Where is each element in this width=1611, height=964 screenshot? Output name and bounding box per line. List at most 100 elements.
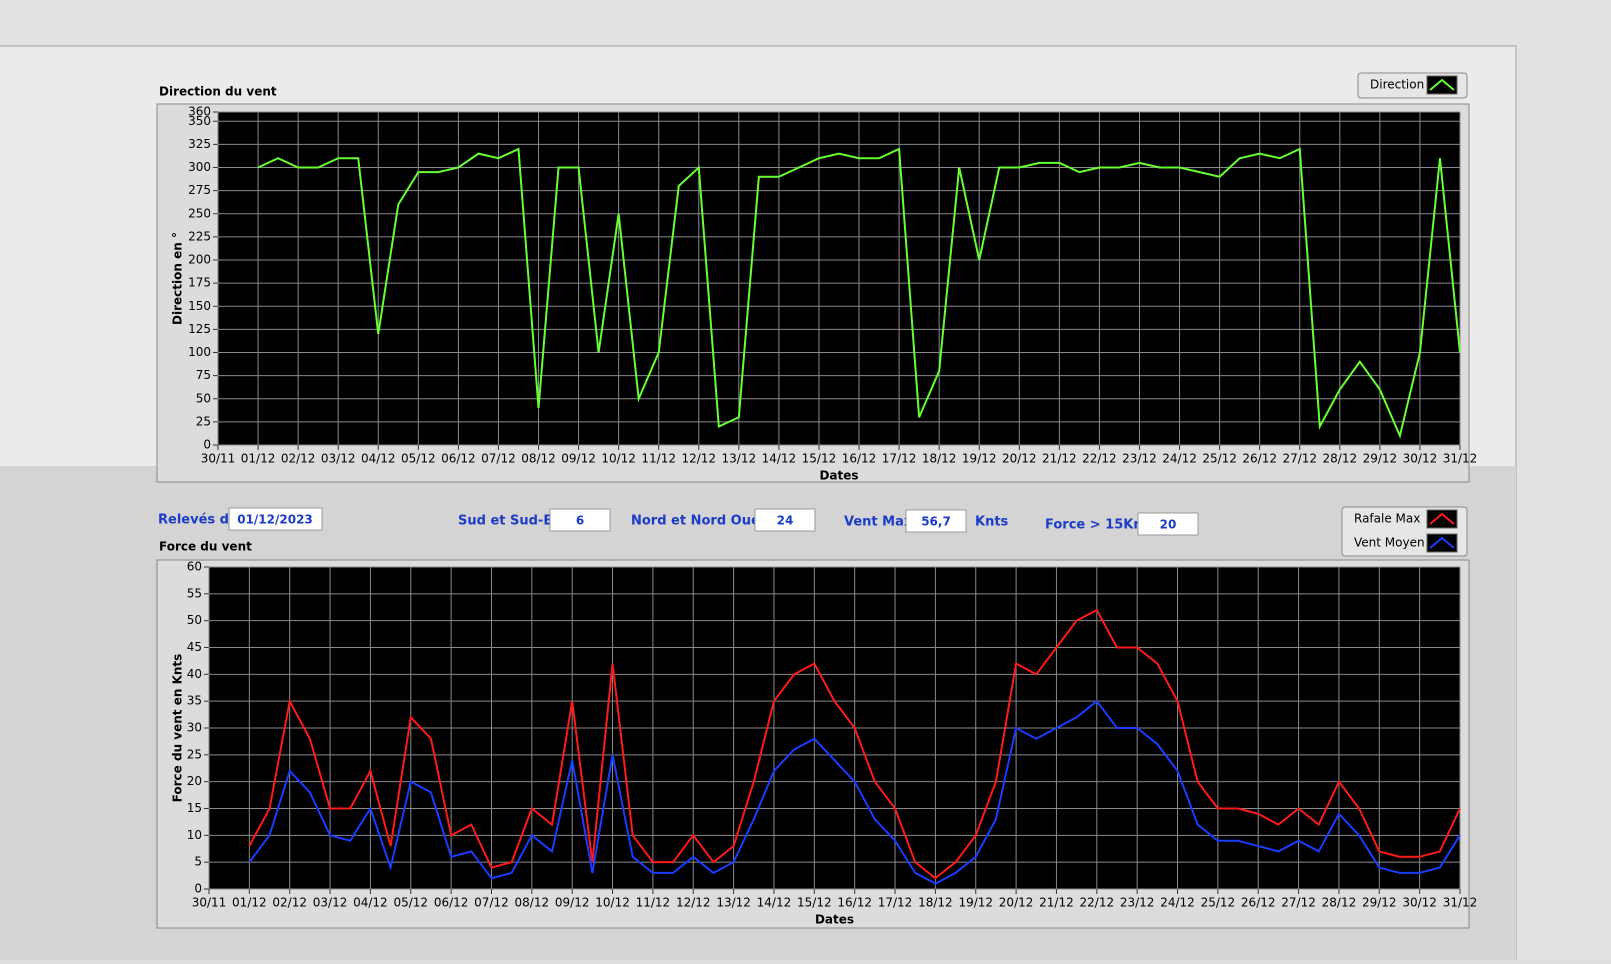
y-tick-label: 225 (188, 229, 211, 243)
y-tick-label: 150 (188, 299, 211, 313)
x-tick-label: 05/12 (401, 452, 436, 466)
field[interactable] (228, 507, 323, 531)
y-tick-label: 250 (188, 206, 211, 220)
x-tick-label: 09/12 (561, 452, 596, 466)
y-tick-label: 300 (188, 160, 211, 174)
y-tick-label: 50 (187, 613, 202, 627)
x-tick-label: 15/12 (802, 452, 837, 466)
label: Knts (975, 515, 1009, 530)
x-tick-label: 06/12 (441, 452, 476, 466)
x-tick-label: 07/12 (481, 452, 516, 466)
x-tick-label: 11/12 (636, 896, 671, 910)
x-tick-label: 14/12 (762, 452, 797, 466)
label: Vent Max (844, 515, 913, 530)
field-value: 24 (777, 514, 794, 528)
x-tick-label: 15/12 (797, 896, 832, 910)
x-tick-label: 22/12 (1080, 896, 1115, 910)
data-line (248, 699, 1461, 885)
x-tick-label: 25/12 (1202, 452, 1237, 466)
y-tick-label: 50 (196, 391, 211, 405)
legend-line (1429, 78, 1455, 91)
x-axis-label: Dates (819, 469, 858, 483)
field[interactable] (905, 509, 967, 533)
x-tick-label: 25/12 (1201, 896, 1236, 910)
x-tick-label: 18/12 (918, 896, 953, 910)
field-value: 56,7 (921, 515, 951, 529)
y-tick-label: 25 (196, 414, 211, 428)
x-tick-label: 28/12 (1323, 452, 1358, 466)
y-tick-label: 40 (187, 667, 202, 681)
x-tick-label: 11/12 (641, 452, 676, 466)
x-tick-label: 19/12 (962, 452, 997, 466)
field[interactable] (1137, 512, 1199, 536)
x-tick-label: 05/12 (393, 896, 428, 910)
legend-label: Vent Moyen (1354, 536, 1425, 550)
y-tick-label: 15 (187, 801, 202, 815)
legend-label: Rafale Max (1354, 512, 1420, 526)
x-tick-label: 23/12 (1122, 452, 1157, 466)
x-tick-label: 27/12 (1281, 896, 1316, 910)
x-tick-label: 30/11 (192, 896, 227, 910)
x-tick-label: 10/12 (595, 896, 630, 910)
plot-area (218, 112, 1460, 445)
x-tick-label: 02/12 (272, 896, 307, 910)
y-tick-label: 175 (188, 276, 211, 290)
y-tick-label: 30 (187, 721, 202, 735)
y-tick-label: 35 (187, 694, 202, 708)
x-tick-label: 24/12 (1160, 896, 1195, 910)
x-tick-label: 04/12 (361, 452, 396, 466)
y-tick-label: 0 (203, 438, 211, 452)
x-tick-label: 07/12 (474, 896, 509, 910)
x-tick-label: 28/12 (1322, 896, 1357, 910)
y-tick-label: 45 (187, 640, 202, 654)
x-tick-label: 12/12 (676, 896, 711, 910)
y-tick-label: 200 (188, 253, 211, 267)
legend-line (1429, 512, 1455, 525)
x-tick-label: 30/12 (1402, 896, 1437, 910)
y-tick-label: 5 (194, 855, 202, 869)
chart-title: Force du vent (159, 540, 252, 554)
x-tick-label: 03/12 (313, 896, 348, 910)
x-axis-label: Dates (815, 913, 854, 927)
legend-swatch (1426, 509, 1458, 529)
legend-swatch (1426, 533, 1458, 553)
x-tick-label: 27/12 (1282, 452, 1317, 466)
x-tick-label: 12/12 (681, 452, 716, 466)
y-tick-label: 360 (188, 105, 211, 119)
label: Relevés du (158, 513, 238, 528)
x-tick-label: 29/12 (1363, 452, 1398, 466)
x-tick-label: 01/12 (232, 896, 267, 910)
field-value: 6 (576, 514, 584, 528)
legend-label: Direction (1370, 78, 1424, 92)
data-line (248, 608, 1461, 880)
y-tick-label: 100 (188, 345, 211, 359)
x-tick-label: 04/12 (353, 896, 388, 910)
x-tick-label: 30/11 (201, 452, 236, 466)
x-tick-label: 02/12 (281, 452, 316, 466)
y-axis-label: Direction en ° (171, 232, 185, 325)
y-tick-label: 325 (188, 137, 211, 151)
y-tick-label: 350 (188, 114, 211, 128)
y-tick-label: 125 (188, 322, 211, 336)
field[interactable] (754, 508, 816, 532)
field-value: 01/12/2023 (237, 513, 313, 527)
data-line (257, 147, 1461, 439)
y-tick-label: 60 (187, 560, 202, 574)
x-tick-label: 18/12 (922, 452, 957, 466)
x-tick-label: 23/12 (1120, 896, 1155, 910)
x-tick-label: 10/12 (601, 452, 636, 466)
label: Nord et Nord Ouest (631, 514, 774, 529)
x-tick-label: 16/12 (842, 452, 877, 466)
y-tick-label: 75 (196, 368, 211, 382)
x-tick-label: 29/12 (1362, 896, 1397, 910)
x-tick-label: 03/12 (321, 452, 356, 466)
y-tick-label: 20 (187, 774, 202, 788)
x-tick-label: 20/12 (1002, 452, 1037, 466)
field-value: 20 (1160, 518, 1177, 532)
field[interactable] (549, 508, 611, 532)
chart-title: Direction du vent (159, 85, 277, 99)
x-tick-label: 30/12 (1403, 452, 1438, 466)
x-tick-label: 08/12 (515, 896, 550, 910)
